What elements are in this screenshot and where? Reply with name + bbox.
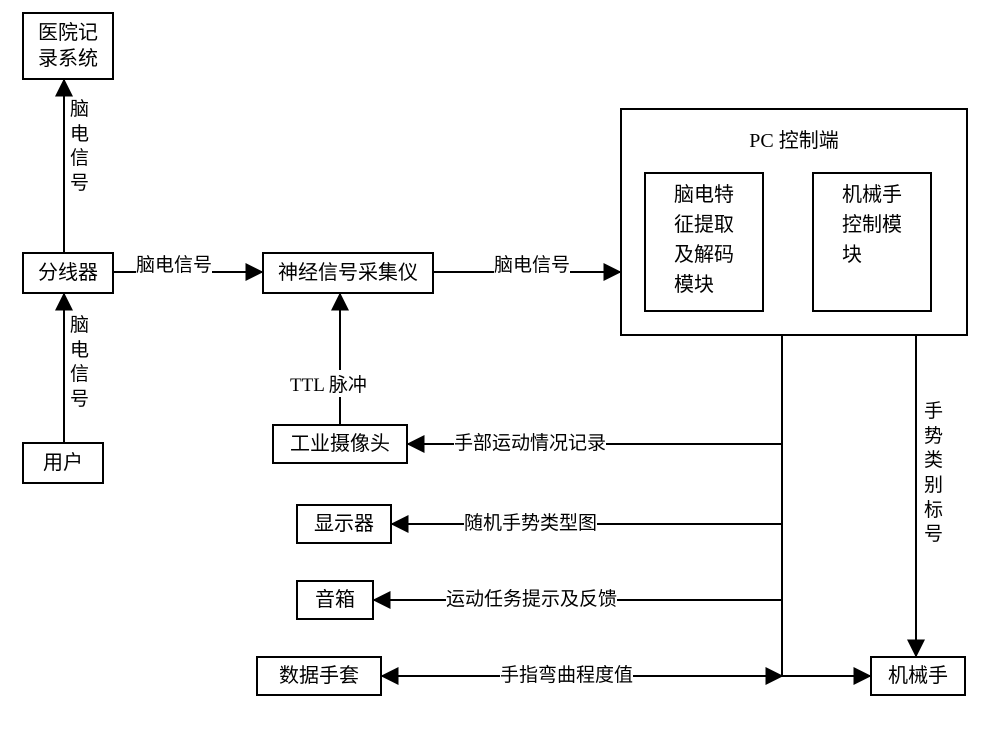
node-user-label: 用户 <box>43 450 83 476</box>
label-eeg-up: 脑电信号 <box>70 98 89 197</box>
node-camera-label: 工业摄像头 <box>290 431 390 457</box>
node-acq-label: 神经信号采集仪 <box>278 260 418 286</box>
label-hand-motion: 手部运动情况记录 <box>454 428 606 455</box>
label-ttl: TTL 脉冲 <box>290 370 367 397</box>
label-gesture-id: 手势类别标号 <box>924 400 943 548</box>
node-speaker-label: 音箱 <box>315 587 355 613</box>
node-hospital-label: 医院记录系统 <box>38 20 98 72</box>
node-robot-label: 机械手 <box>888 663 948 689</box>
node-user: 用户 <box>22 442 104 484</box>
label-eeg-down-text: 脑电信号 <box>70 314 89 413</box>
node-splitter-label: 分线器 <box>38 260 98 286</box>
node-glove-label: 数据手套 <box>279 663 359 689</box>
label-gesture-id-text: 手势类别标号 <box>924 400 943 548</box>
node-camera: 工业摄像头 <box>272 424 408 464</box>
label-gesture-img: 随机手势类型图 <box>464 508 597 535</box>
label-eeg-mid: 脑电信号 <box>136 250 212 277</box>
label-finger-bend: 手指弯曲程度值 <box>500 660 633 687</box>
node-robot: 机械手 <box>870 656 966 696</box>
pc-box-title: PC 控制端 <box>622 124 966 153</box>
node-display-label: 显示器 <box>314 511 374 537</box>
node-acq: 神经信号采集仪 <box>262 252 434 294</box>
label-eeg-up-text: 脑电信号 <box>70 98 89 197</box>
node-display: 显示器 <box>296 504 392 544</box>
node-speaker: 音箱 <box>296 580 374 620</box>
node-hospital: 医院记录系统 <box>22 12 114 80</box>
label-eeg-right: 脑电信号 <box>494 250 570 277</box>
node-glove: 数据手套 <box>256 656 382 696</box>
pc-sub2-label: 机械手控制模块 <box>842 180 902 270</box>
label-eeg-down: 脑电信号 <box>70 314 89 413</box>
pc-sub1-label: 脑电特征提取及解码模块 <box>674 180 734 300</box>
node-pc-sub2: 机械手控制模块 <box>812 172 932 312</box>
node-splitter: 分线器 <box>22 252 114 294</box>
node-pc-sub1: 脑电特征提取及解码模块 <box>644 172 764 312</box>
label-motion-prompt: 运动任务提示及反馈 <box>446 584 617 611</box>
